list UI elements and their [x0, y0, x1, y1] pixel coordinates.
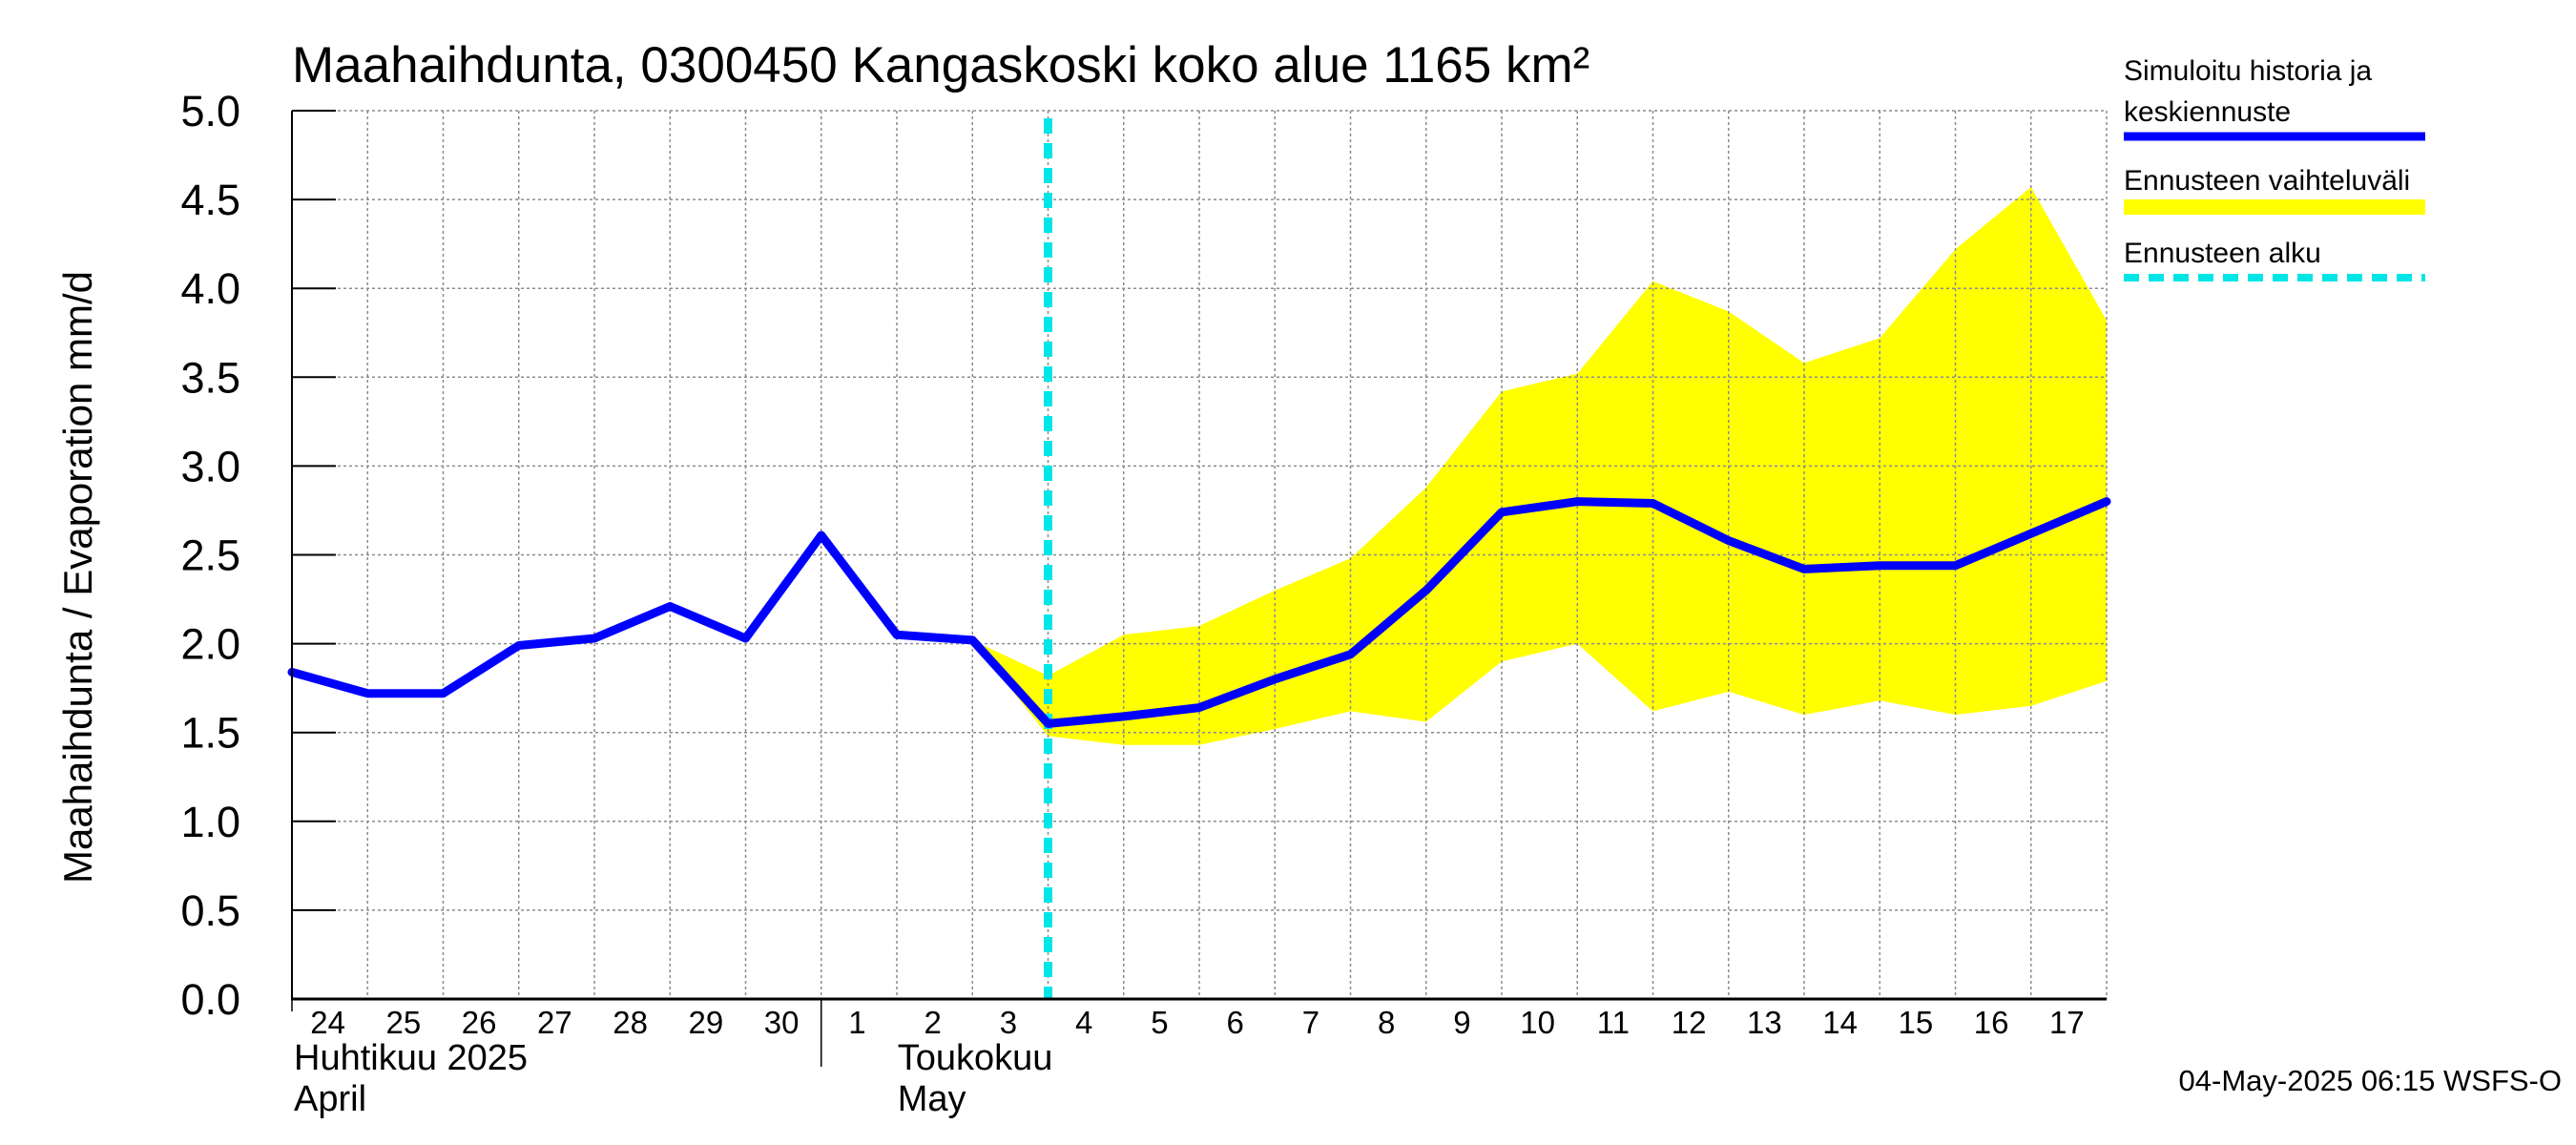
chart-title: Maahaihdunta, 0300450 Kangaskoski koko a… [292, 37, 1589, 94]
x-tick-label: 11 [1597, 1005, 1630, 1040]
x-tick-label: 9 [1453, 1005, 1470, 1040]
x-tick-label: 2 [924, 1005, 941, 1040]
forecast-range-area [972, 187, 2107, 745]
grid-lines [292, 110, 2108, 999]
x-tick-label: 24 [310, 1005, 345, 1040]
x-tick-label: 12 [1672, 1005, 1707, 1040]
y-tick-label: 0.0 [180, 975, 240, 1024]
x-tick-label: 17 [2049, 1005, 2085, 1040]
y-tick-label: 4.5 [180, 176, 240, 224]
legend-label-mean-line-1: Simuloitu historia ja [2124, 55, 2372, 87]
x-tick-label: 5 [1151, 1005, 1168, 1040]
x-tick-labels: 24 25 26 27 28 29 30 1 2 3 4 5 6 7 8 9 10 11 12 13 14 15 16 17 [310, 1005, 2084, 1040]
y-tick-labels: 0.0 0.5 1.0 1.5 2.0 2.5 3.0 3.5 4.0 4.5 5.0 [180, 87, 240, 1024]
y-tick-label: 2.5 [180, 531, 240, 580]
x-tick-label: 7 [1302, 1005, 1319, 1040]
x-tick-label: 10 [1520, 1005, 1555, 1040]
x-tick-label: 27 [537, 1005, 572, 1040]
y-tick-label: 3.5 [180, 353, 240, 402]
x-tick-label: 15 [1899, 1005, 1934, 1040]
x-tick-label: 29 [689, 1005, 724, 1040]
x-tick-label: 30 [764, 1005, 800, 1040]
x-tick-label: 13 [1747, 1005, 1782, 1040]
x-tick-label: 8 [1378, 1005, 1395, 1040]
x-tick-label: 14 [1822, 1005, 1858, 1040]
axes [291, 110, 2107, 1067]
legend-label-range: Ennusteen vaihteluväli [2124, 165, 2410, 197]
y-tick-label: 1.0 [180, 798, 240, 846]
month-label-english: May [898, 1079, 966, 1119]
y-tick-label: 5.0 [180, 87, 240, 135]
x-tick-label: 26 [462, 1005, 497, 1040]
y-tick-label: 0.5 [180, 886, 240, 935]
x-tick-label: 4 [1075, 1005, 1092, 1040]
mean-line-layer [287, 497, 2111, 728]
x-tick-label: 6 [1226, 1005, 1243, 1040]
month-label-english: April [294, 1079, 366, 1119]
y-tick-label: 4.0 [180, 264, 240, 313]
y-tick-label: 1.5 [180, 709, 240, 758]
x-tick-label: 1 [848, 1005, 865, 1040]
forecast-range-band [972, 187, 2107, 745]
x-tick-label: 16 [1974, 1005, 2009, 1040]
y-tick-label: 2.0 [180, 620, 240, 669]
y-tick-label: 3.0 [180, 442, 240, 490]
mean-evaporation-line [287, 497, 2111, 728]
timestamp-label: 04-May-2025 06:15 WSFS-O [2179, 1064, 2562, 1097]
legend: Simuloitu historia ja keskiennuste Ennus… [2124, 55, 2425, 281]
legend-label-mean-line-2: keskiennuste [2124, 96, 2291, 128]
legend-label-forecast-start: Ennusteen alku [2124, 238, 2321, 269]
x-tick-label: 28 [613, 1005, 648, 1040]
x-tick-label: 25 [386, 1005, 422, 1040]
month-label: Toukokuu [898, 1038, 1053, 1078]
y-axis-label: Maahaihdunta / Evaporation mm/d [55, 271, 100, 884]
x-tick-label: 3 [1000, 1005, 1017, 1040]
month-label: Huhtikuu 2025 [294, 1038, 528, 1078]
